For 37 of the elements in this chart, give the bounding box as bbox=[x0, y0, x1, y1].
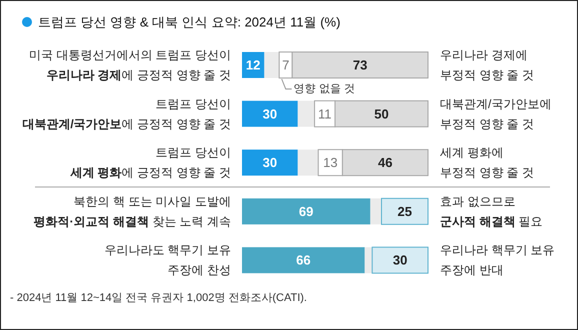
data-label: 12 bbox=[246, 58, 260, 72]
annotation: 효과 없으므로 군사적 해결책 필요 bbox=[440, 194, 543, 228]
bar bbox=[298, 150, 318, 176]
bar bbox=[242, 247, 365, 274]
y-tick-label: 미국 대통령선거에서의 트럼프 당선이 우리나라 경제에 긍정적 영향 줄 것 bbox=[28, 48, 231, 82]
data-label: 69 bbox=[298, 204, 314, 219]
data-label: 66 bbox=[296, 252, 311, 268]
data-label: 13 bbox=[323, 155, 338, 170]
bar bbox=[372, 246, 428, 274]
category-label: 트럼프 당선이 대북관계/국가안보에 긍정적 영향 줄 것 bbox=[22, 96, 231, 131]
data-label: 11 bbox=[318, 106, 332, 122]
annotation: 영향 없을 것 bbox=[281, 78, 355, 95]
data-label: 73 bbox=[352, 58, 368, 72]
data-label: 7 bbox=[282, 58, 290, 72]
data-label: 30 bbox=[262, 155, 278, 170]
annotation: 대북관계/국가안보에 부정적 영향 줄 것 bbox=[440, 96, 552, 131]
data-label: 46 bbox=[378, 155, 392, 170]
annotation: 우리나라 핵무기 보유 주장에 반대 bbox=[440, 243, 555, 278]
data-label: 50 bbox=[374, 106, 389, 122]
annotation: - 2024년 11월 12~14일 전국 유권자 1,002명 전화조사(CATI). bbox=[10, 292, 307, 304]
bar bbox=[381, 198, 428, 225]
data-label: 30 bbox=[262, 106, 278, 122]
annotation: 영향 없을 것 bbox=[294, 83, 355, 95]
bar bbox=[264, 52, 280, 78]
data-label: 25 bbox=[398, 204, 412, 219]
chart-title: 트럼프 당선 영향 & 대북 인식 요약: 2024년 11월 (%) bbox=[38, 14, 340, 30]
bar bbox=[242, 150, 298, 176]
bar bbox=[242, 198, 370, 224]
bar bbox=[298, 100, 315, 127]
annotation: 우리나라 경제에 부정적 영향 줄 것 bbox=[440, 48, 534, 82]
annotation: 세계 평화에 부정적 영향 줄 것 bbox=[440, 146, 534, 180]
category-label: 트럼프 당선이 세계 평화에 긍정적 영향 줄 것 bbox=[70, 146, 231, 180]
bar bbox=[242, 100, 298, 127]
bar bbox=[370, 198, 382, 224]
y-tick-label: 우리나라도 핵무기 보유 주장에 찬성 bbox=[104, 243, 231, 278]
data-label: 30 bbox=[392, 252, 408, 268]
y-tick-label: 북한의 핵 또는 미사일 도발에 평화적·외교적 해결책 찾는 노력 계속 bbox=[34, 194, 231, 228]
